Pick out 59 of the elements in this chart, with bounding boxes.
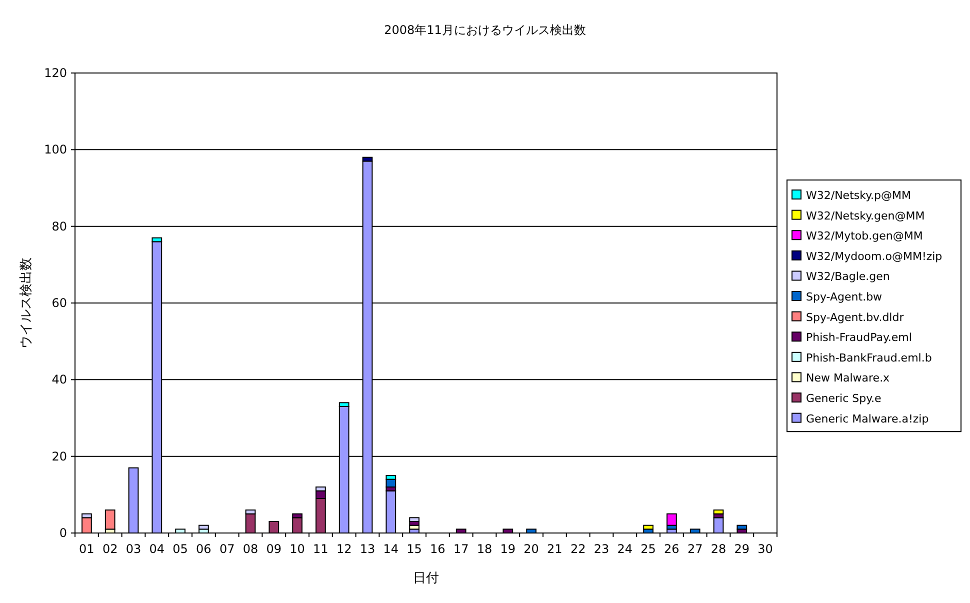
bar [409,517,420,522]
bar [104,510,116,530]
y-tick-label: 100 [44,142,67,157]
x-tick-label: 16 [430,542,446,556]
x-axis-title: 日付 [413,571,439,586]
y-tick-label: 60 [52,296,67,310]
x-tick-label: 25 [640,542,656,556]
x-tick-label: 05 [172,542,188,556]
legend-label: Spy-Agent.bw [806,290,882,304]
legend-label: New Malware.x [806,372,890,385]
x-tick-label: 11 [313,542,328,556]
x-tick-label: 03 [126,542,142,556]
y-tick-label: 20 [52,449,67,464]
legend-label: W32/Netsky.gen@MM [806,209,925,222]
x-tick-label: 24 [617,542,633,556]
x-tick-label: 28 [710,542,726,556]
chart-title: 2008年11月におけるウイルス検出数 [384,23,586,37]
x-tick-label: 06 [196,542,212,556]
legend-label: Generic Malware.a!zip [806,412,929,426]
legend-label: Generic Spy.e [806,392,882,405]
bar [198,524,209,530]
x-tick-label: 27 [687,542,703,556]
bar [736,524,748,530]
legend-label: Phish-FraudPay.eml [806,331,912,344]
bar [666,513,677,526]
legend-label: Phish-BankFraud.eml.b [806,351,932,364]
legend-label: W32/Mydoom.o@MM!zip [806,250,942,263]
x-tick-label: 01 [79,542,94,556]
x-tick-label: 23 [594,542,610,556]
x-tick-label: 15 [406,542,422,556]
bar [713,510,724,514]
x-tick-label: 17 [453,542,469,556]
legend-label: W32/Bagle.gen [806,270,890,284]
x-tick-label: 09 [266,542,282,556]
y-tick-label: 80 [52,219,67,234]
x-tick-label: 21 [547,542,562,556]
x-tick-label: 13 [360,542,376,556]
x-tick-label: 02 [102,542,118,556]
x-tick-label: 08 [242,542,258,556]
x-tick-label: 04 [149,542,165,556]
y-tick-label: 120 [44,66,67,80]
x-tick-label: 29 [734,542,750,556]
legend-label: W32/Netsky.p@MM [806,189,911,202]
x-tick-label: 22 [570,542,586,556]
x-tick-label: 19 [500,542,516,556]
x-tick-label: 26 [664,542,680,556]
x-tick-label: 14 [383,542,399,556]
y-tick-label: 40 [52,372,67,387]
legend-label: W32/Mytob.gen@MM [806,230,923,243]
x-tick-label: 30 [758,542,773,556]
x-tick-label: 10 [290,542,305,556]
x-tick-label: 18 [476,542,492,556]
legend-label: Spy-Agent.bv.dldr [806,310,904,324]
y-tick-label: 0 [59,526,67,540]
y-axis-title: ウイルス検出数 [19,258,34,348]
x-tick-label: 20 [524,542,539,556]
x-tick-label: 12 [336,542,352,556]
x-tick-label: 07 [219,542,235,556]
bar [643,524,654,530]
